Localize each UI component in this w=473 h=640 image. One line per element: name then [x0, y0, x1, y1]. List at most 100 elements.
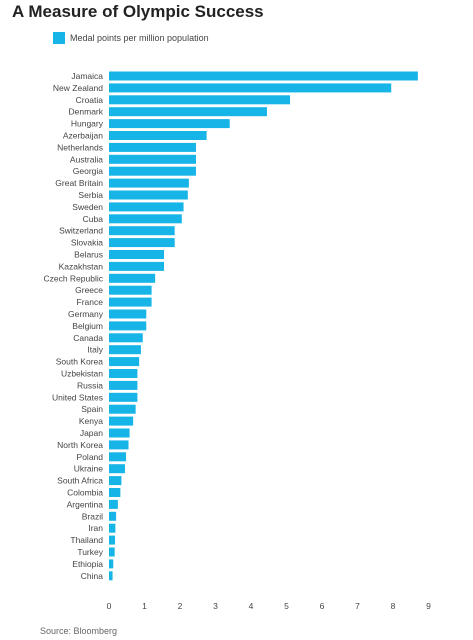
category-label: Uzbekistan: [61, 369, 103, 379]
category-label: Netherlands: [57, 142, 103, 152]
bar: [109, 369, 138, 378]
bar: [109, 226, 175, 236]
bar: [109, 131, 207, 140]
bar: [109, 273, 156, 283]
category-label: France: [77, 297, 104, 307]
category-label: Great Britain: [55, 178, 103, 188]
bar: [109, 190, 188, 200]
category-label: Poland: [77, 452, 104, 462]
category-label: Japan: [80, 428, 103, 438]
category-label: South Africa: [57, 476, 103, 486]
category-label: Denmark: [69, 107, 104, 117]
category-label: Azerbaijan: [63, 131, 103, 141]
category-label: Spain: [81, 404, 103, 414]
bar: [109, 345, 141, 355]
bar: [109, 166, 196, 176]
bar: [109, 476, 122, 486]
category-label: Sweden: [72, 202, 103, 212]
bar: [109, 499, 118, 509]
category-label: Croatia: [76, 95, 104, 105]
legend: Medal points per million population: [53, 32, 209, 44]
x-tick-label: 3: [213, 601, 218, 611]
bar: [109, 83, 392, 93]
bar: [109, 95, 291, 105]
bar: [109, 357, 140, 367]
category-label: Iran: [88, 523, 103, 533]
category-label: Slovakia: [71, 238, 103, 248]
bar: [109, 71, 418, 81]
category-label: Thailand: [70, 535, 103, 545]
x-tick-label: 7: [355, 601, 360, 611]
x-tick-label: 2: [178, 601, 183, 611]
category-label: New Zealand: [53, 83, 103, 93]
bar: [109, 464, 125, 474]
bar: [109, 488, 121, 497]
chart-title: A Measure of Olympic Success: [12, 2, 264, 21]
bar: [109, 250, 165, 259]
bar: [109, 511, 117, 521]
category-label: Italy: [87, 345, 103, 355]
x-tick-label: 8: [391, 601, 396, 611]
category-label: Hungary: [71, 119, 104, 129]
bar: [109, 142, 196, 152]
category-label: Ethiopia: [72, 559, 103, 569]
category-label: Switzerland: [59, 226, 103, 236]
category-label: Greece: [75, 285, 103, 295]
category-label: South Korea: [56, 357, 104, 367]
category-label: Belgium: [72, 321, 103, 331]
bar: [109, 309, 147, 319]
category-label: North Korea: [57, 440, 103, 450]
category-label: Turkey: [77, 547, 103, 557]
bar: [109, 392, 138, 402]
category-label: Belarus: [74, 250, 103, 260]
category-label: Cuba: [83, 214, 104, 224]
x-tick-label: 5: [284, 601, 289, 611]
legend-label: Medal points per million population: [70, 33, 209, 43]
category-label: Czech Republic: [43, 273, 103, 283]
bar: [109, 416, 134, 426]
category-label: Ukraine: [74, 464, 104, 474]
bar: [109, 297, 152, 307]
category-label: Colombia: [67, 488, 103, 498]
category-label: Argentina: [67, 499, 104, 509]
bar: [109, 202, 184, 212]
bar: [109, 178, 189, 188]
x-tick-label: 0: [107, 601, 112, 611]
bar: [109, 428, 130, 438]
bar: [109, 559, 114, 569]
category-label: Russia: [77, 380, 103, 390]
bar: [109, 154, 196, 164]
bar: [109, 440, 129, 450]
bar: [109, 119, 230, 129]
legend-swatch: [53, 32, 65, 44]
category-label: Kazakhstan: [59, 261, 104, 271]
bar: [109, 214, 182, 224]
category-label: Jamaica: [71, 71, 103, 81]
category-label: Australia: [70, 154, 103, 164]
bar: [109, 535, 116, 545]
bar: [109, 523, 116, 533]
bar: [109, 238, 175, 248]
bar: [109, 285, 152, 295]
category-label: Brazil: [82, 511, 103, 521]
bar: [109, 261, 165, 271]
bar: [109, 404, 136, 414]
category-label: Georgia: [73, 166, 104, 176]
bar: [109, 571, 113, 581]
category-label: Serbia: [78, 190, 103, 200]
bar: [109, 333, 143, 343]
x-tick-label: 4: [249, 601, 254, 611]
category-label: United States: [52, 392, 103, 402]
category-label: Canada: [73, 333, 103, 343]
bar: [109, 380, 138, 390]
bar: [109, 547, 115, 557]
source-note: Source: Bloomberg: [40, 626, 118, 636]
category-label: Germany: [68, 309, 104, 319]
x-tick-label: 9: [426, 601, 431, 611]
bar: [109, 107, 267, 117]
bar: [109, 452, 127, 462]
category-label: Kenya: [79, 416, 103, 426]
x-tick-label: 1: [142, 601, 147, 611]
x-tick-label: 6: [320, 601, 325, 611]
